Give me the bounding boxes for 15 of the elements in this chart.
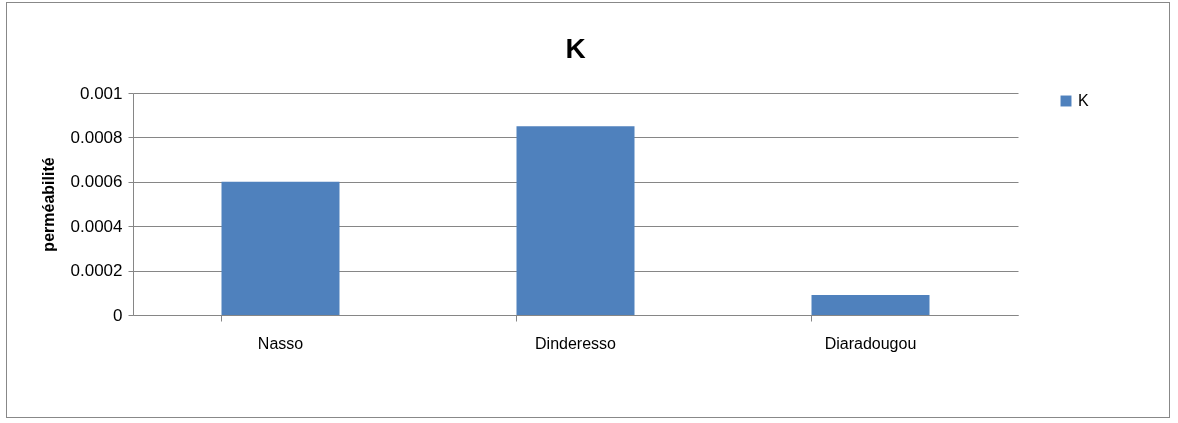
bar (221, 181, 340, 315)
y-tick-label: 0.0008 (70, 127, 123, 147)
y-axis-title: perméabilité (39, 157, 57, 252)
x-tick-label: Dinderesso (535, 334, 617, 352)
x-tick-label: Diaradougou (824, 334, 917, 352)
y-tick-label: 0.0002 (70, 261, 123, 281)
y-tick-label: 0.001 (79, 83, 123, 103)
bar (811, 295, 930, 315)
chart-title: K (565, 33, 586, 64)
y-tick-label: 0.0004 (70, 216, 123, 236)
x-tick-label: Nasso (257, 334, 304, 352)
y-tick-label: 0 (113, 305, 123, 325)
bar (516, 126, 635, 315)
legend-label: K (1078, 92, 1089, 109)
y-tick-label: 0.0006 (70, 172, 123, 192)
